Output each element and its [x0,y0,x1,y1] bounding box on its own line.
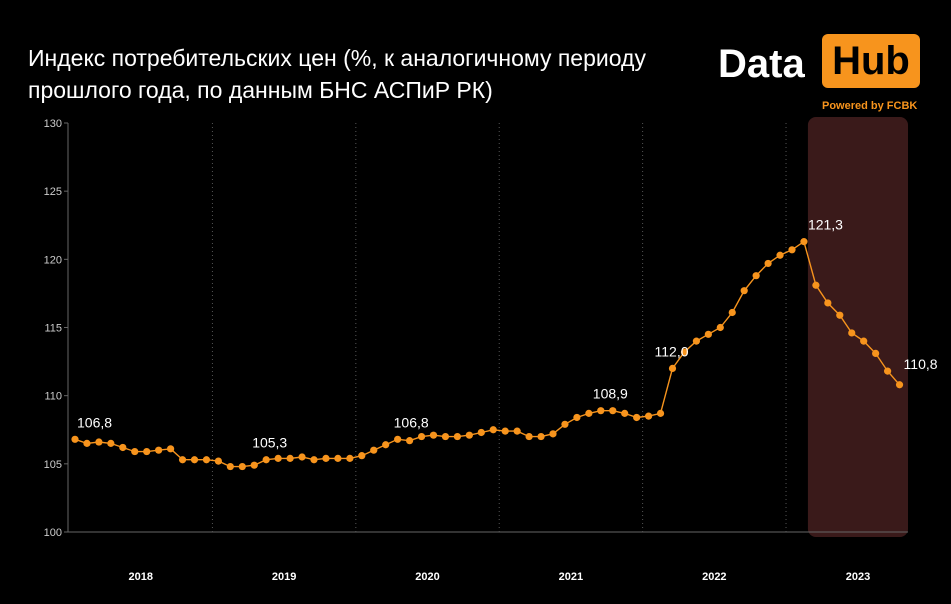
cpi-data-point [190,456,199,464]
cpi-data-point [250,461,258,469]
data-value-label: 106,8 [394,414,429,430]
cpi-data-point [860,337,868,345]
cpi-data-point [501,427,509,435]
cpi-data-point [334,454,342,462]
x-year-label: 2022 [702,571,726,583]
cpi-data-point [107,439,115,447]
cpi-data-point [394,435,402,443]
cpi-data-point [668,364,677,372]
cpi-data-point [262,456,270,464]
data-value-label: 106,8 [77,414,112,430]
cpi-data-point [752,272,760,280]
x-year-label: 2021 [559,571,583,583]
logo-powered-by: Powered by FCBK [822,100,918,112]
y-tick-label: 125 [44,186,62,198]
cpi-data-point [728,308,736,317]
cpi-data-point [645,412,653,420]
cpi-data-point [429,431,438,439]
y-tick-label: 105 [44,459,62,471]
cpi-data-point [406,437,414,445]
cpi-data-point [453,432,461,441]
y-tick-label: 115 [44,323,62,335]
x-year-label: 2023 [846,571,870,583]
cpi-data-point [764,259,772,268]
cpi-data-point [525,432,533,441]
x-year-label: 2019 [272,571,296,583]
cpi-data-point [716,323,724,332]
cpi-data-point [884,367,892,375]
chart-title: Индекс потребительских цен (%, к аналоги… [28,42,708,106]
cpi-data-point [609,407,617,415]
cpi-data-point [83,439,91,447]
cpi-data-point [358,452,366,460]
cpi-data-point [167,445,175,453]
cpi-data-point [95,438,103,446]
cpi-data-point [656,409,665,417]
cpi-data-point [848,329,856,337]
cpi-data-point [202,456,211,464]
title-line-2: прошлого года, по данным БНС АСПиР РК) [28,77,493,103]
cpi-data-point [824,299,832,307]
cpi-data-point [310,456,318,464]
data-value-label: 121,3 [808,217,843,233]
cpi-data-point [441,432,450,441]
cpi-data-point [382,441,390,449]
cpi-data-point [704,330,712,338]
cpi-data-point [370,446,378,454]
y-tick-label: 130 [44,118,62,130]
cpi-data-point [836,311,844,319]
cpi-data-point [155,446,163,454]
cpi-data-point [131,447,139,456]
cpi-data-point [489,426,497,434]
cpi-data-point [597,407,605,415]
cpi-data-point [872,349,880,358]
data-value-label: 110,8 [904,356,938,372]
cpi-data-point [895,381,904,389]
logo-data-text: Data [718,42,805,86]
cpi-data-point [585,409,593,417]
cpi-data-point [71,435,79,443]
cpi-data-point [298,453,306,461]
cpi-data-point [214,457,222,465]
cpi-data-point [143,447,151,456]
cpi-data-point [633,413,641,422]
cpi-data-point [800,238,808,246]
cpi-data-point [740,287,748,295]
y-tick-label: 120 [44,254,62,266]
title-line-1: Индекс потребительских цен (%, к аналоги… [28,45,646,71]
cpi-data-point [513,427,521,435]
data-value-label: 108,9 [593,386,628,402]
cpi-data-point [788,246,796,254]
cpi-data-point [561,420,569,428]
cpi-data-point [776,251,784,259]
cpi-data-point [417,432,426,441]
cpi-data-point [573,413,581,422]
x-year-label: 2020 [415,571,439,583]
y-tick-label: 110 [44,391,62,403]
cpi-data-point [346,454,354,462]
cpi-data-point [537,432,545,441]
cpi-data-point [274,454,282,462]
cpi-data-point [692,337,701,345]
data-value-label: 105,3 [252,435,287,451]
cpi-data-point [621,409,629,417]
cpi-data-point [226,462,234,471]
cpi-data-point [549,430,557,438]
cpi-data-point [812,281,820,289]
cpi-data-point [465,431,473,439]
cpi-data-point [178,456,187,464]
logo-hub-badge: Hub [822,34,920,88]
cpi-series-line [74,240,901,468]
period-highlight-2023 [807,117,908,537]
y-tick-label: 100 [44,527,62,539]
cpi-data-point [477,428,485,437]
cpi-data-point [238,462,246,471]
cpi-data-point [680,348,689,356]
cpi-data-point [286,454,294,462]
cpi-data-point [119,443,127,452]
data-value-label: 112,0 [655,343,689,359]
x-year-label: 2018 [128,571,152,583]
cpi-data-point [322,454,330,462]
